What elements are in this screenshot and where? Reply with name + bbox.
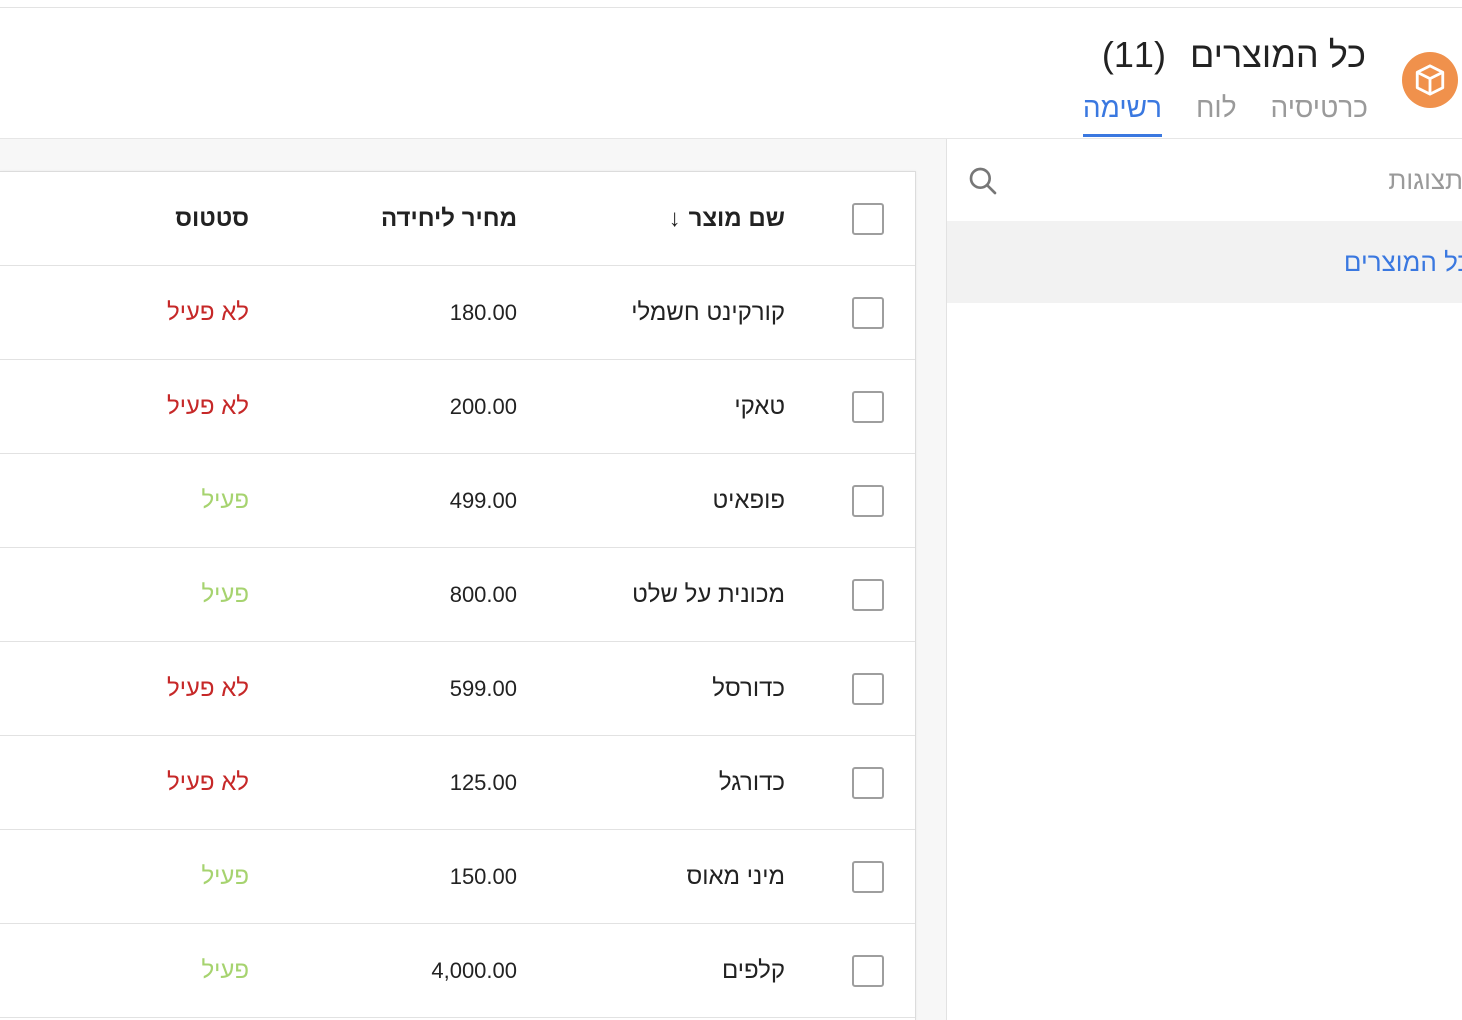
status-badge: לא פעיל <box>166 392 249 420</box>
table-row[interactable]: מכונית על שלט 800.00 פעיל <box>0 548 915 642</box>
status-badge: פעיל <box>201 580 249 608</box>
tab-board[interactable]: לוח <box>1195 92 1237 123</box>
row-select-cell <box>851 360 885 453</box>
sort-down-arrow-icon: ↓ <box>668 204 681 232</box>
product-name[interactable]: קלפים <box>721 956 785 984</box>
unit-price: 4,000.00 <box>431 957 517 983</box>
view-tabs: רשימה לוח כרטיסיה <box>1082 92 1368 137</box>
status-badge: לא פעיל <box>166 674 249 702</box>
search-icon[interactable] <box>967 165 999 197</box>
table-header-row: שם מוצר ↓ מחיר ליחידה סטטוס <box>0 172 915 266</box>
views-search-input[interactable] <box>1017 157 1462 203</box>
column-header-price[interactable]: מחיר ליחידה <box>381 204 517 232</box>
row-select-cell <box>851 736 885 829</box>
views-sidebar: כל המוצרים <box>946 139 1462 1020</box>
product-name[interactable]: טאקי <box>734 392 785 420</box>
unit-price: 499.00 <box>449 487 517 513</box>
row-checkbox[interactable] <box>852 766 884 799</box>
unit-price: 150.00 <box>449 863 517 889</box>
table-row[interactable]: כדורגל 125.00 לא פעיל <box>0 736 915 830</box>
tab-list[interactable]: רשימה <box>1082 92 1162 137</box>
products-table: שם מוצר ↓ מחיר ליחידה סטטוס קורקינט חשמל… <box>0 171 916 1020</box>
row-select-cell <box>851 454 885 547</box>
product-name[interactable]: קורקינט חשמלי <box>631 298 785 326</box>
product-name[interactable]: פופאיט <box>712 486 785 514</box>
row-checkbox[interactable] <box>852 954 884 987</box>
column-header-name-label: שם מוצר <box>688 204 785 232</box>
table-row[interactable]: קלפים 4,000.00 פעיל <box>0 924 915 1018</box>
product-name[interactable]: כדורסל <box>712 674 785 702</box>
row-checkbox[interactable] <box>852 390 884 423</box>
product-name[interactable]: כדורגל <box>718 768 785 796</box>
unit-price: 180.00 <box>449 299 517 325</box>
row-select-cell <box>851 548 885 641</box>
page-title: כל המוצרים (11) <box>1102 34 1366 76</box>
page-header: כל המוצרים (11) רשימה לוח כרטיסיה <box>0 8 1462 139</box>
row-select-cell <box>851 642 885 735</box>
status-badge: פעיל <box>201 486 249 514</box>
unit-price: 200.00 <box>449 393 517 419</box>
row-select-cell <box>851 266 885 359</box>
product-count: (11) <box>1101 34 1166 75</box>
row-select-cell <box>851 830 885 923</box>
select-all-checkbox[interactable] <box>852 202 884 235</box>
page-title-text: כל המוצרים <box>1189 34 1366 75</box>
product-name[interactable]: מכונית על שלט <box>632 580 785 608</box>
unit-price: 599.00 <box>449 675 517 701</box>
select-all-cell <box>851 172 885 265</box>
row-select-cell <box>851 924 885 1017</box>
sidebar-item-label: כל המוצרים <box>1343 246 1462 277</box>
row-checkbox[interactable] <box>852 484 884 517</box>
unit-price: 800.00 <box>449 581 517 607</box>
views-search <box>947 139 1462 221</box>
status-badge: פעיל <box>201 956 249 984</box>
row-checkbox[interactable] <box>852 296 884 329</box>
top-divider <box>0 7 1462 8</box>
table-row[interactable]: קורקינט חשמלי 180.00 לא פעיל <box>0 266 915 360</box>
product-name[interactable]: מיני מאוס <box>686 862 786 890</box>
row-checkbox[interactable] <box>852 672 884 705</box>
sidebar-item-all-products[interactable]: כל המוצרים <box>947 221 1462 303</box>
column-header-status[interactable]: סטטוס <box>175 204 249 232</box>
table-row[interactable]: כדורסל 599.00 לא פעיל <box>0 642 915 736</box>
row-checkbox[interactable] <box>852 860 884 893</box>
unit-price: 125.00 <box>449 769 517 795</box>
status-badge: פעיל <box>201 862 249 890</box>
status-badge: לא פעיל <box>166 298 249 326</box>
column-header-name[interactable]: שם מוצר ↓ <box>669 172 785 265</box>
table-row[interactable]: טאקי 200.00 לא פעיל <box>0 360 915 454</box>
status-badge: לא פעיל <box>166 768 249 796</box>
table-row[interactable]: מיני מאוס 150.00 פעיל <box>0 830 915 924</box>
tab-card[interactable]: כרטיסיה <box>1270 92 1368 123</box>
row-checkbox[interactable] <box>852 578 884 611</box>
table-row[interactable]: פופאיט 499.00 פעיל <box>0 454 915 548</box>
box-icon <box>1402 52 1458 108</box>
